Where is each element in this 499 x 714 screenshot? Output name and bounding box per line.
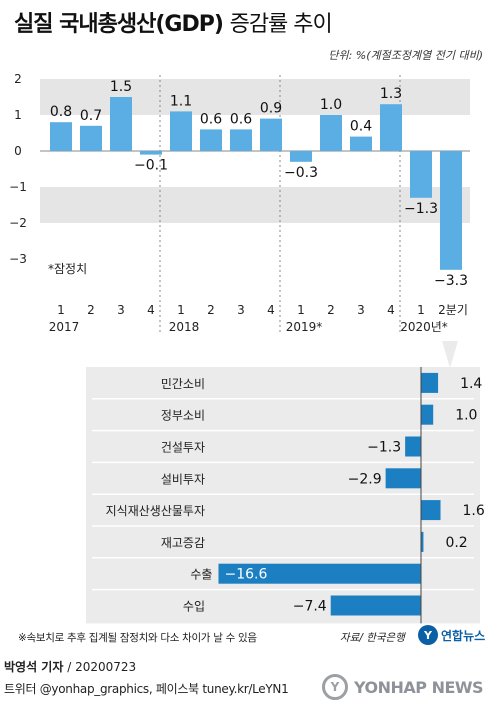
bar-value-label: 1.5 [110, 79, 132, 95]
byline: 박영석 기자 / 20200723 [4, 660, 137, 674]
y-tick-label: 0 [14, 144, 22, 158]
bar [50, 122, 72, 151]
bar-value-label: −1.3 [404, 201, 438, 217]
grid-band [40, 79, 470, 115]
quarter-label: 1 [57, 303, 65, 317]
y-tick-label: −1 [9, 180, 27, 194]
y-tick-label: 2 [14, 72, 22, 86]
year-label: 2019* [286, 320, 323, 334]
category-label: 민간소비 [161, 377, 205, 391]
bar [290, 151, 312, 162]
bar [440, 151, 462, 270]
yonhap-logo-icon: Y [418, 625, 438, 645]
hbar-value-label: −16.6 [224, 567, 267, 583]
yonhap-logo-text: 연합뉴스 [441, 628, 486, 643]
hbar [405, 436, 421, 457]
year-label: 2018 [169, 320, 200, 334]
hbar [218, 563, 421, 584]
quarter-label: 2 [207, 303, 215, 317]
hbar-value-label: −2.9 [348, 471, 382, 487]
bar [110, 97, 132, 151]
source-label: 자료/ 한국은행 [340, 632, 405, 644]
category-label: 재고증감 [161, 536, 205, 550]
category-label: 지식재산생산물투자 [106, 504, 205, 518]
annotation-label: *잠정치 [48, 262, 87, 276]
quarter-label: 1 [297, 303, 305, 317]
category-label: 수입 [183, 600, 205, 614]
bar-value-label: 0.4 [350, 119, 372, 135]
category-label: 설비투자 [161, 472, 205, 486]
year-label: 2020년* [400, 320, 448, 334]
bar [320, 115, 342, 151]
grid-band [40, 187, 470, 223]
y-tick-label: 1 [14, 108, 22, 122]
hbar [421, 500, 441, 521]
quarter-label: 2 [327, 303, 335, 317]
watermark-icon: Y [322, 674, 348, 700]
bar [380, 104, 402, 151]
hbar-value-label: 1.0 [455, 408, 477, 424]
hbar [421, 404, 434, 425]
unit-label: 단위: %(계절조정계열 전기 대비) [328, 49, 483, 62]
bar-value-label: 0.7 [80, 108, 102, 124]
bar-value-label: 1.0 [320, 97, 342, 113]
quarter-label: 3 [357, 303, 365, 317]
quarter-label: 4 [147, 303, 155, 317]
bar [80, 125, 102, 151]
year-label: 2017 [49, 320, 80, 334]
bar [260, 118, 282, 151]
y-tick-label: −3 [9, 252, 27, 266]
title-sub: 증감률 추이 [229, 12, 333, 37]
bar [350, 136, 372, 151]
hbar-value-label: 0.2 [445, 535, 467, 551]
bar-value-label: −3.3 [434, 273, 468, 289]
quarter-label: 1 [417, 303, 425, 317]
hbar-value-label: 1.6 [463, 503, 485, 519]
chart-title: 실질 국내총생산(GDP) 증감률 추이 [14, 6, 333, 38]
title-main: 실질 국내총생산(GDP) [14, 12, 224, 37]
publish-date: 20200723 [75, 660, 137, 674]
hbar [330, 595, 421, 616]
bar [230, 129, 252, 151]
bar-value-label: 1.3 [380, 86, 402, 102]
hbar [421, 531, 424, 552]
bar [140, 151, 162, 155]
quarter-label: 4 [387, 303, 395, 317]
quarter-label: 2 [87, 303, 95, 317]
yonhap-watermark: Y YONHAP NEWS [322, 674, 484, 700]
hbar-value-label: −1.3 [367, 440, 401, 456]
hbar [385, 468, 421, 489]
bar-value-label: −0.3 [284, 165, 318, 181]
quarter-label: 1 [177, 303, 185, 317]
bar-value-label: 0.6 [230, 111, 252, 127]
quarter-label: 2분기 [438, 303, 468, 317]
category-label: 정부소비 [161, 409, 205, 423]
bar-value-label: 1.1 [170, 93, 192, 109]
y-tick-label: −2 [9, 216, 27, 230]
callout-pointer [442, 341, 458, 368]
bar [410, 151, 432, 198]
hbar [421, 372, 439, 393]
quarter-label: 4 [267, 303, 275, 317]
watermark-text: YONHAP NEWS [354, 677, 484, 697]
bar-value-label: −0.1 [134, 158, 168, 174]
bar-value-label: 0.8 [50, 104, 72, 120]
bar [170, 111, 192, 151]
quarter-label: 3 [237, 303, 245, 317]
quarter-label: 3 [117, 303, 125, 317]
bar-value-label: 0.6 [200, 111, 222, 127]
yonhap-logo: Y 연합뉴스 [418, 625, 485, 645]
hbar-value-label: 1.4 [460, 376, 482, 392]
hbar-value-label: −7.4 [293, 599, 327, 615]
bar [200, 129, 222, 151]
footnote: ※속보치로 추후 집계될 잠정치와 다소 차이가 날 수 있음 [18, 632, 257, 644]
bar-value-label: 0.9 [260, 101, 282, 117]
reporter: 박영석 기자 [4, 660, 64, 674]
social-links: 트위터 @yonhap_graphics, 페이스북 tuney.kr/LeYN… [4, 682, 289, 696]
category-label: 수출 [190, 568, 212, 582]
category-label: 건설투자 [161, 441, 205, 455]
